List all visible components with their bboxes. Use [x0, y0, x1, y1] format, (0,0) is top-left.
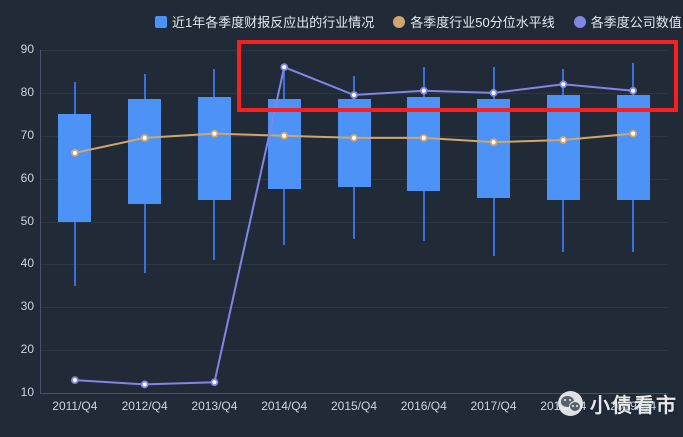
box-body [128, 99, 162, 205]
watermark-text: 小债看市 [590, 395, 678, 417]
box-body [616, 95, 650, 201]
data-point-marker [210, 129, 219, 138]
gridline [40, 307, 668, 309]
x-axis-tick-label: 2019/Q4 [610, 399, 657, 413]
data-point-marker [629, 129, 638, 138]
data-point-marker [559, 80, 568, 89]
x-axis-line [40, 393, 668, 394]
line-series [74, 65, 634, 386]
data-point-marker [70, 376, 79, 385]
x-axis-tick-label: 2014/Q4 [261, 399, 308, 413]
y-axis-tick-label: 90 [20, 42, 34, 56]
legend-label: 近1年各季度财报反应出的行业情况 [172, 15, 375, 30]
data-point-marker [140, 380, 149, 389]
y-axis-tick-label: 30 [20, 299, 34, 314]
x-axis-tick-label: 2012/Q4 [121, 399, 168, 413]
x-axis-tick-label: 2016/Q4 [400, 399, 447, 413]
gridline [40, 264, 668, 266]
y-axis-tick-label: 80 [20, 84, 34, 99]
y-axis-tick-label: 40 [20, 256, 34, 271]
box-body [477, 99, 511, 198]
x-axis-tick-label: 2011/Q4 [52, 399, 98, 413]
gridline [40, 50, 668, 51]
x-axis-tick-label: 2017/Q4 [470, 399, 517, 413]
box-body [337, 99, 371, 188]
data-point-marker [489, 88, 498, 97]
data-point-marker [350, 133, 358, 142]
legend-item-1[interactable]: 各季度行业50分位水平线 [393, 12, 555, 31]
legend-square-marker [155, 15, 167, 28]
annotation-rectangle [237, 40, 678, 112]
data-point-marker [210, 378, 219, 387]
y-axis-tick-label: 10 [20, 385, 34, 399]
y-axis-tick-label: 20 [20, 342, 34, 357]
gridline [40, 350, 668, 352]
data-point-marker [280, 131, 289, 140]
x-axis-tick-label: 2015/Q4 [330, 399, 378, 413]
watermark: 小债看市 [558, 389, 678, 418]
data-point-marker [280, 63, 289, 72]
box-body [197, 97, 231, 201]
data-point-marker [629, 86, 638, 95]
wechat-bubble-small [569, 401, 581, 412]
legend-label: 各季度公司数值 [590, 15, 682, 30]
legend-circle-marker [573, 15, 586, 28]
data-point-marker [489, 138, 498, 147]
y-axis-line [40, 50, 41, 393]
legend-item-2[interactable]: 各季度公司数值 [573, 12, 682, 31]
legend-label: 各季度行业50分位水平线 [410, 15, 555, 30]
legend-item-0[interactable]: 近1年各季度财报反应出的行业情况 [155, 12, 374, 31]
data-point-marker [140, 133, 149, 142]
y-axis-tick-label: 70 [20, 127, 34, 142]
data-point-marker [350, 91, 358, 99]
data-point-marker [559, 136, 568, 144]
data-point-marker [70, 148, 79, 157]
y-axis-tick-label: 60 [20, 170, 34, 185]
box-body [546, 95, 580, 201]
box-body [58, 114, 92, 222]
x-axis-tick-label: 2013/Q4 [191, 399, 238, 413]
legend-circle-marker [393, 15, 406, 28]
box-body [407, 97, 441, 192]
wechat-icon [558, 391, 583, 416]
data-point-marker [419, 133, 428, 142]
y-axis-tick-label: 50 [20, 213, 34, 228]
data-point-marker [419, 86, 428, 95]
chart-legend: 近1年各季度财报反应出的行业情况 各季度行业50分位水平线 各季度公司数值 [155, 12, 682, 31]
wechat-bubble-large [561, 396, 574, 407]
